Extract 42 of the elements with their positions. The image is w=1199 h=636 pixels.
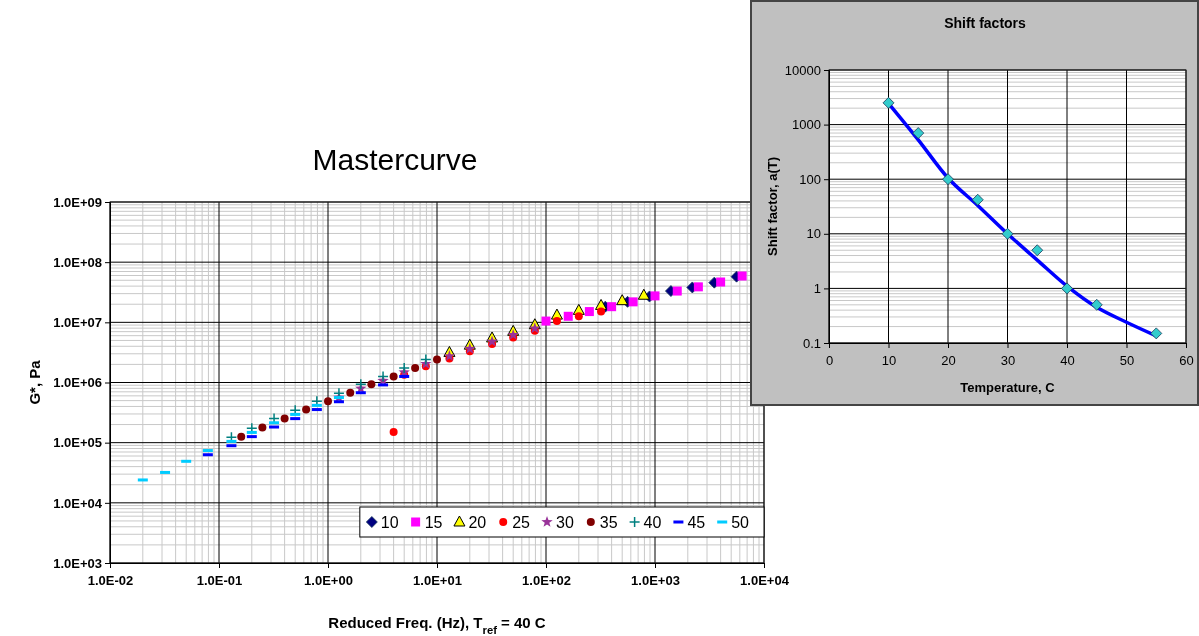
chart-title: Mastercurve — [312, 143, 478, 176]
x-tick-label: 1.0E+04 — [740, 573, 790, 589]
y-tick-label: 1.0E+06 — [53, 375, 102, 391]
x-axis-title: Temperature, C — [960, 380, 1056, 395]
x-tick-label: 1.0E+03 — [631, 573, 680, 589]
x-tick-label: 50 — [1119, 353, 1135, 369]
legend-label: 45 — [687, 514, 706, 531]
x-tick-label: 1.0E+00 — [304, 573, 353, 589]
y-axis-title: G*, Pa — [26, 359, 43, 405]
legend-label: 30 — [556, 514, 574, 531]
x-axis-title: Reduced Freq. (Hz), T$_{ref}$ = 40 C — [328, 614, 546, 636]
chart-title: Shift factors — [944, 15, 1027, 31]
x-tick-label: 40 — [1060, 353, 1075, 369]
y-tick-label: 1.0E+07 — [53, 314, 102, 330]
y-tick-label: 10 — [806, 226, 821, 242]
legend-label: 25 — [512, 514, 531, 531]
x-tick-label: 60 — [1179, 353, 1194, 369]
y-tick-label: 1.0E+09 — [53, 194, 102, 210]
x-tick-label: 20 — [941, 353, 956, 369]
y-tick-label: 1.0E+04 — [53, 495, 103, 511]
y-tick-label: 0.1 — [802, 335, 821, 351]
x-tick-label: 10 — [881, 353, 897, 369]
y-tick-label: 1.0E+05 — [53, 435, 102, 451]
legend-label: 10 — [380, 514, 399, 531]
x-tick-label: 0 — [825, 353, 834, 369]
x-tick-label: 1.0E-02 — [87, 573, 134, 589]
y-tick-label: 1.0E+08 — [53, 254, 102, 270]
y-tick-label: 1.0E+03 — [53, 555, 102, 571]
x-tick-label: 30 — [1000, 353, 1016, 369]
legend-label: 15 — [424, 514, 443, 531]
legend-label: 40 — [643, 514, 662, 531]
y-tick-label: 10000 — [784, 62, 821, 78]
legend-label: 20 — [468, 514, 487, 531]
y-tick-label: 100 — [799, 171, 821, 187]
x-tick-label: 1.0E+01 — [413, 573, 462, 589]
x-tick-label: 1.0E+02 — [522, 573, 571, 589]
x-tick-label: 1.0E-01 — [196, 573, 243, 589]
legend-label: 35 — [599, 514, 618, 531]
y-axis-title: Shift factor, a(T) — [765, 157, 780, 256]
legend-label: 50 — [731, 514, 750, 531]
y-tick-label: 1000 — [792, 117, 821, 133]
y-tick-label: 1 — [813, 281, 821, 297]
